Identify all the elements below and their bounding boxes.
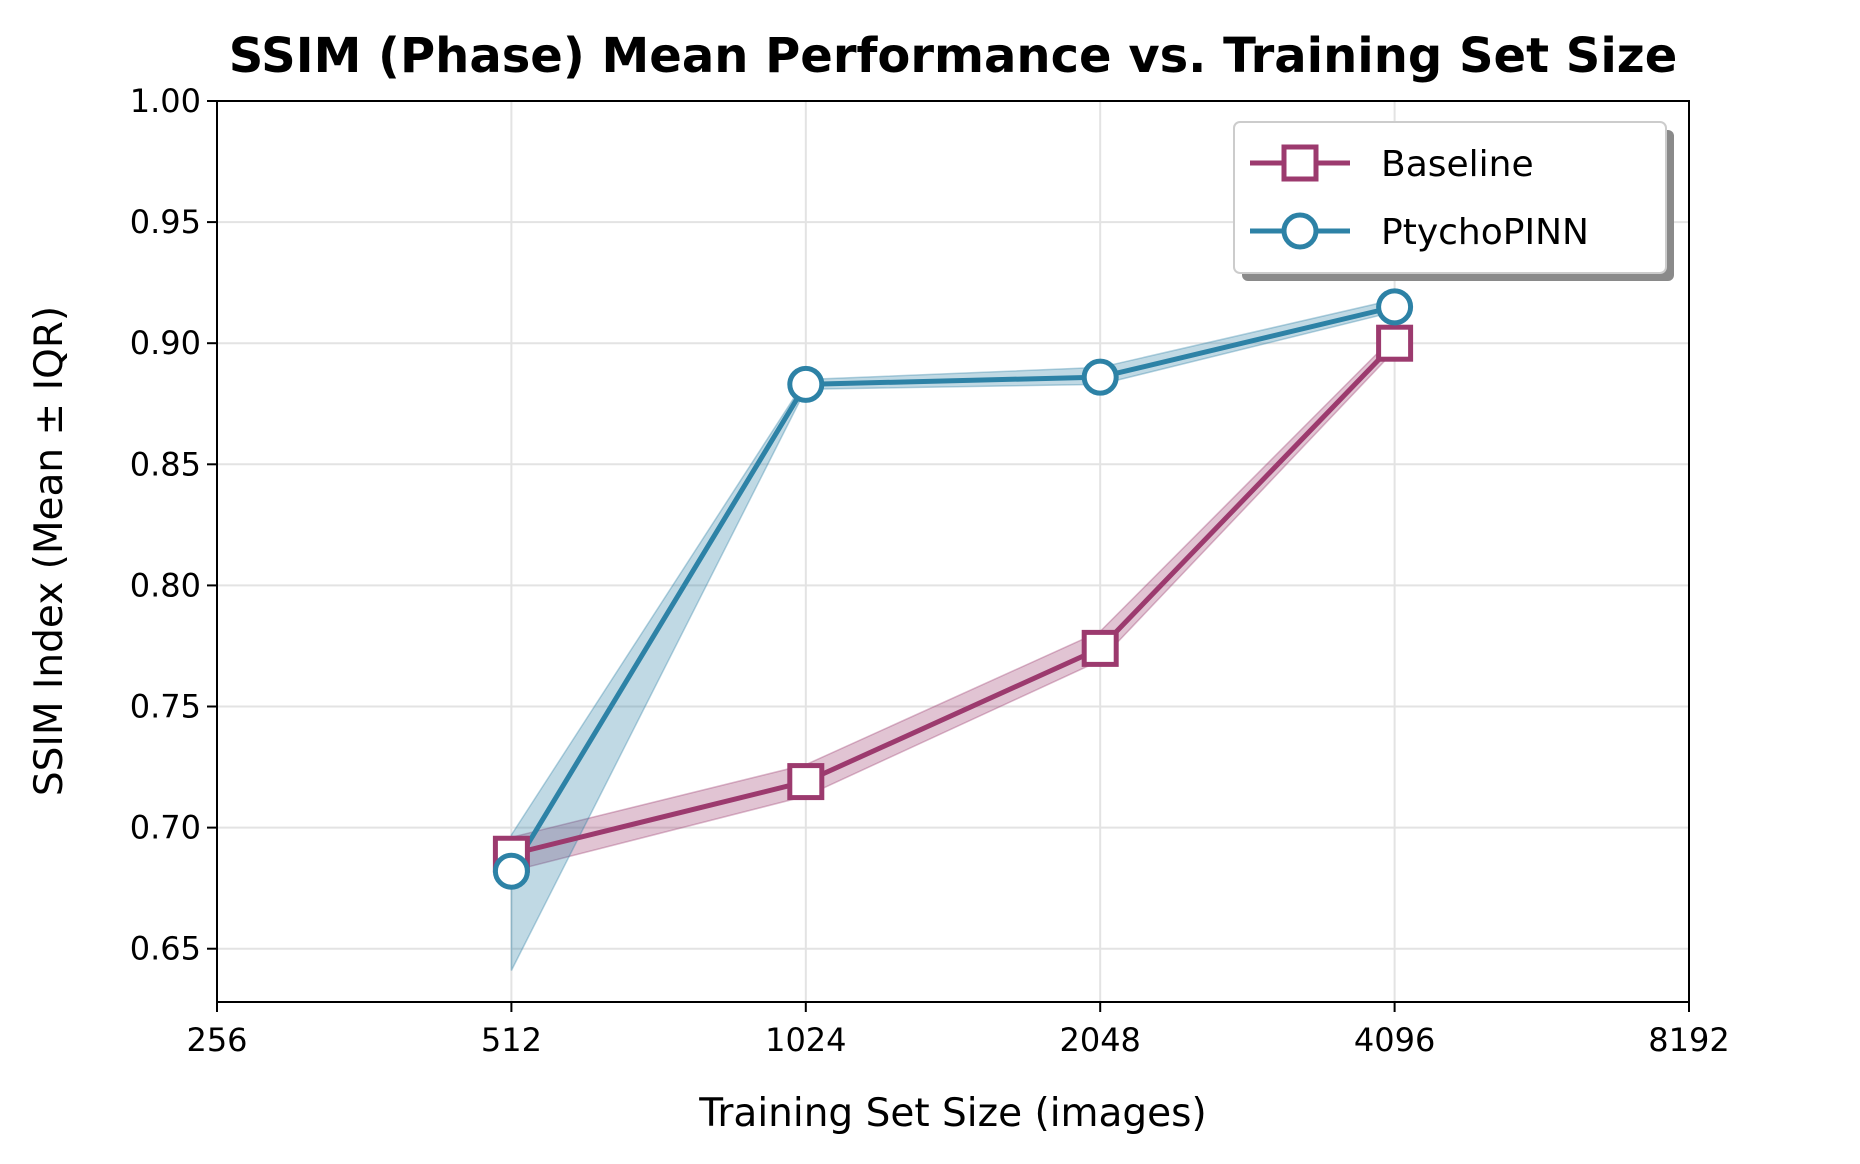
y-tick-label: 0.85 bbox=[130, 445, 201, 483]
legend: Baseline PtychoPINN bbox=[1233, 121, 1674, 281]
baseline-iqr-band bbox=[510, 334, 1396, 873]
y-tick-label: 0.75 bbox=[130, 688, 201, 726]
plot-frame bbox=[216, 100, 1690, 1003]
iqr-bands bbox=[510, 298, 1396, 971]
ptychopinn-line bbox=[509, 304, 1396, 873]
y-axis-label: SSIM Index (Mean ± IQR) bbox=[27, 306, 72, 796]
ptychopinn-point bbox=[787, 365, 825, 403]
ptychopinn-point bbox=[1376, 288, 1414, 326]
x-tick-label: 4096 bbox=[1354, 1021, 1435, 1059]
series-lines bbox=[509, 304, 1397, 873]
legend-baseline-marker bbox=[1281, 144, 1319, 182]
y-tick-label: 1.00 bbox=[130, 82, 201, 120]
x-tick-label: 1024 bbox=[765, 1021, 846, 1059]
baseline-point bbox=[1081, 629, 1119, 667]
baseline-line bbox=[510, 341, 1397, 857]
x-tick-label: 8192 bbox=[1648, 1021, 1729, 1059]
chart-title: SSIM (Phase) Mean Performance vs. Traini… bbox=[229, 28, 1678, 84]
legend-box bbox=[1233, 121, 1667, 274]
axis-ticks: 256 512 1024 2048 4096 8192 0.65 0.70 0.75 0.80 0.… bbox=[130, 82, 1730, 1059]
legend-ptychopinn-label: PtychoPINN bbox=[1381, 212, 1589, 253]
legend-baseline-label: Baseline bbox=[1381, 144, 1534, 185]
x-tick-label: 2048 bbox=[1059, 1021, 1140, 1059]
baseline-point bbox=[787, 763, 825, 801]
y-tick-label: 0.95 bbox=[130, 203, 201, 241]
y-tick-label: 0.90 bbox=[130, 324, 201, 362]
ptychopinn-iqr-band bbox=[510, 298, 1396, 971]
legend-ptychopinn-marker bbox=[1281, 212, 1319, 250]
baseline-point bbox=[1376, 324, 1414, 362]
y-tick-label: 0.80 bbox=[130, 566, 201, 604]
x-tick-label: 512 bbox=[481, 1021, 542, 1059]
series-markers bbox=[492, 288, 1414, 890]
y-tick-label: 0.70 bbox=[130, 809, 201, 847]
ptychopinn-point bbox=[1081, 358, 1119, 396]
ptychopinn-point bbox=[492, 852, 530, 890]
x-tick-label: 256 bbox=[186, 1021, 247, 1059]
y-tick-label: 0.65 bbox=[130, 930, 201, 968]
x-axis-label: Training Set Size (images) bbox=[698, 1091, 1206, 1136]
